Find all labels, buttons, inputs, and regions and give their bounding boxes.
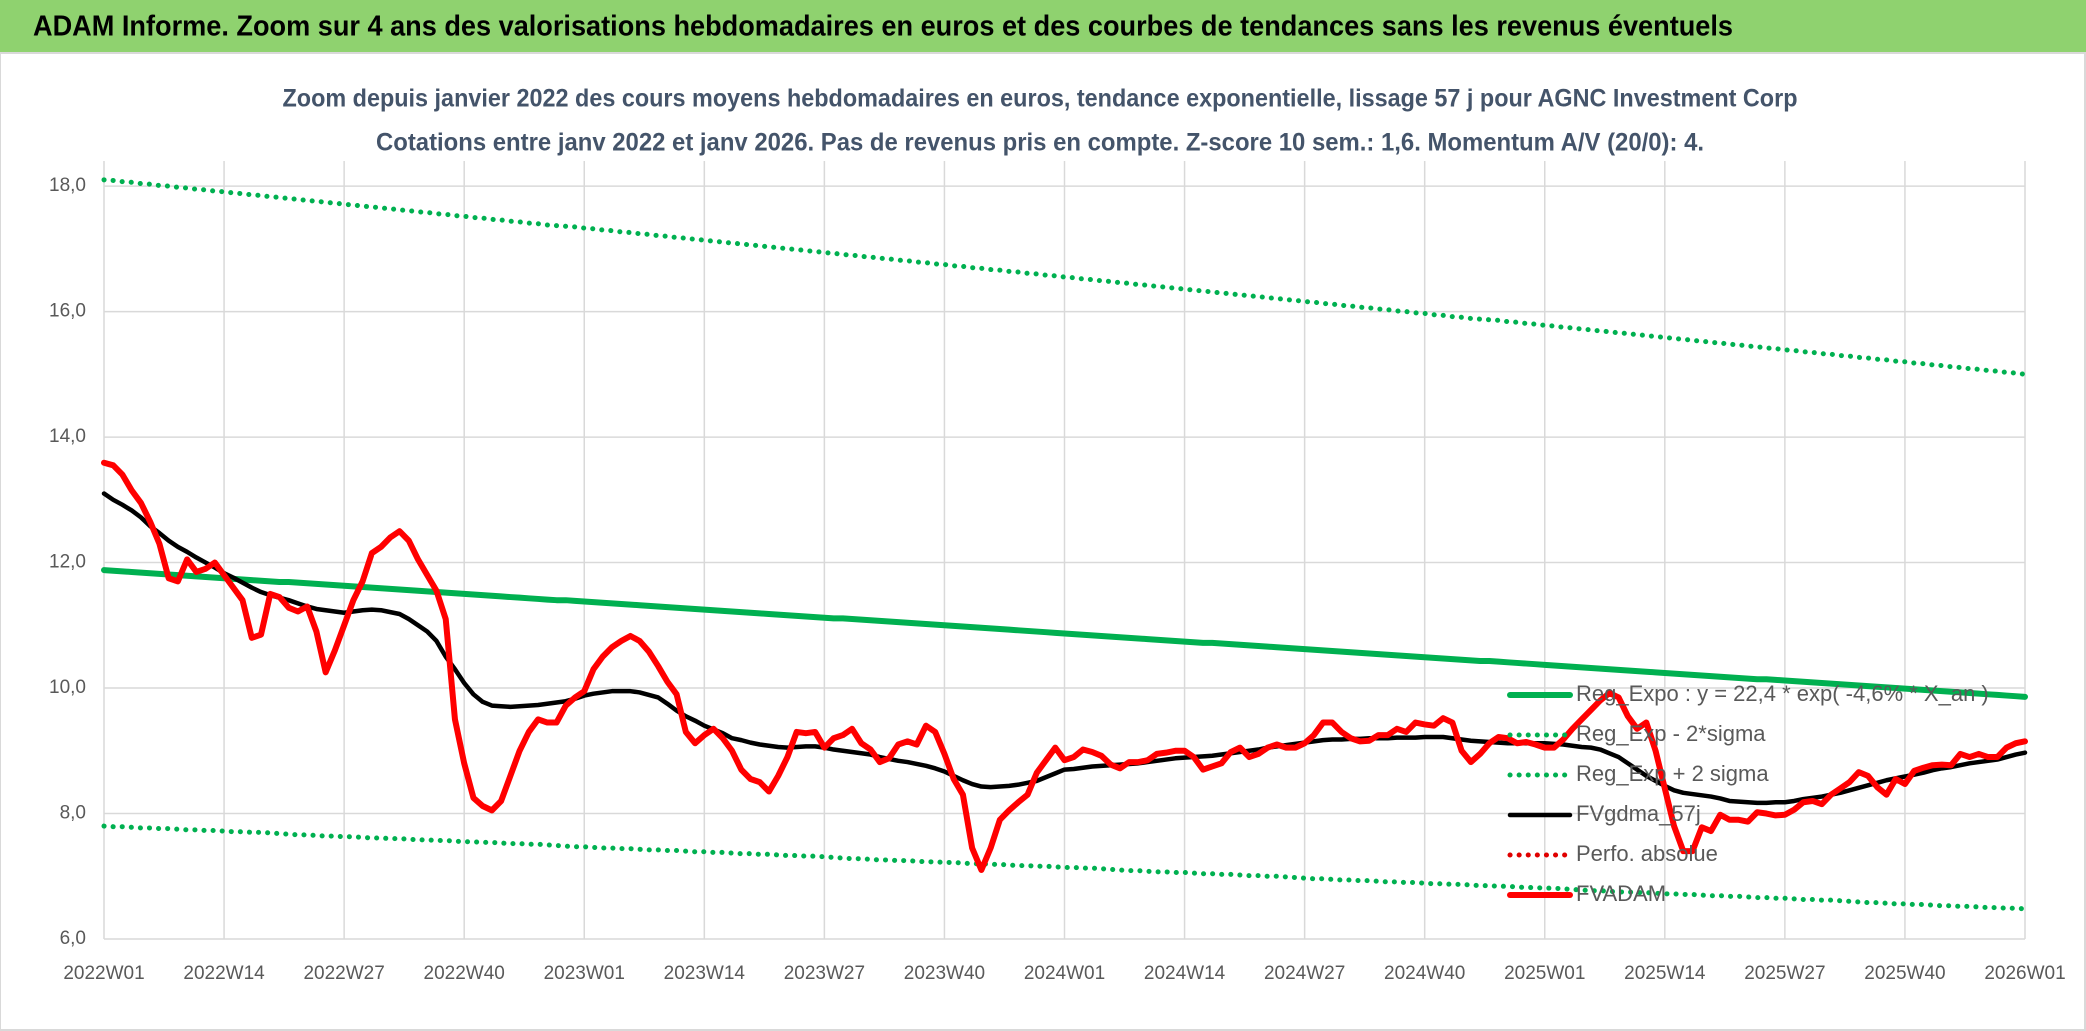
x-tick-label: 2025W14 — [1624, 963, 1706, 984]
y-tick-label: 18,0 — [49, 175, 86, 196]
x-tick-label: 2022W14 — [183, 963, 265, 984]
x-tick-label: 2025W40 — [1864, 963, 1945, 984]
header-title: ADAM Informe. Zoom sur 4 ans des valoris… — [33, 11, 1733, 43]
y-tick-label: 12,0 — [49, 552, 86, 573]
chart-frame — [0, 52, 2086, 1031]
legend-label: FVgdma_57j — [1576, 801, 1701, 826]
x-tick-label: 2022W40 — [424, 963, 505, 984]
legend-label: Perfo. absolue — [1576, 841, 1718, 866]
legend: Reg_Expo : y = 22,4 * exp( -4,6% * X_an … — [1507, 681, 1989, 906]
x-tick-label: 2023W14 — [664, 963, 746, 984]
legend-label: Reg_Exp + 2 sigma — [1576, 761, 1769, 786]
x-tick-label: 2025W27 — [1744, 963, 1825, 984]
y-tick-label: 10,0 — [49, 677, 86, 698]
x-tick-label: 2024W01 — [1024, 963, 1105, 984]
series-line — [101, 459, 2028, 873]
x-tick-label: 2024W14 — [1144, 963, 1226, 984]
header-band — [0, 0, 2086, 53]
plot — [101, 177, 2028, 912]
chart-subtitle: Cotations entre janv 2022 et janv 2026. … — [376, 129, 1704, 157]
x-tick-label: 2024W40 — [1384, 963, 1465, 984]
series-line — [101, 491, 2028, 806]
x-tick-label: 2023W40 — [904, 963, 985, 984]
y-tick-label: 6,0 — [60, 928, 86, 949]
x-tick-label: 2024W27 — [1264, 963, 1345, 984]
legend-label: FVADAM — [1576, 881, 1666, 906]
legend-label: Reg_Exp - 2*sigma — [1576, 721, 1766, 746]
series-line — [101, 567, 2028, 700]
series-line — [101, 177, 2028, 377]
chart-title: Zoom depuis janvier 2022 des cours moyen… — [283, 85, 1798, 113]
y-tick-label: 8,0 — [60, 803, 86, 824]
x-tick-label: 2022W01 — [63, 963, 144, 984]
y-tick-label: 16,0 — [49, 301, 86, 322]
x-tick-label: 2023W27 — [784, 963, 865, 984]
x-tick-label: 2022W27 — [303, 963, 384, 984]
series-line — [101, 823, 2028, 912]
x-tick-label: 2025W01 — [1504, 963, 1585, 984]
x-tick-label: 2023W01 — [544, 963, 625, 984]
grid: 6,0 8,0 10,0 12,0 14,0 16,0 18,0 2022W01 2022W14… — [49, 161, 2066, 984]
y-tick-label: 14,0 — [49, 426, 86, 447]
legend-label: Reg_Expo : y = 22,4 * exp( -4,6% * X_an … — [1576, 681, 1989, 706]
x-tick-label: 2026W01 — [1984, 963, 2065, 984]
